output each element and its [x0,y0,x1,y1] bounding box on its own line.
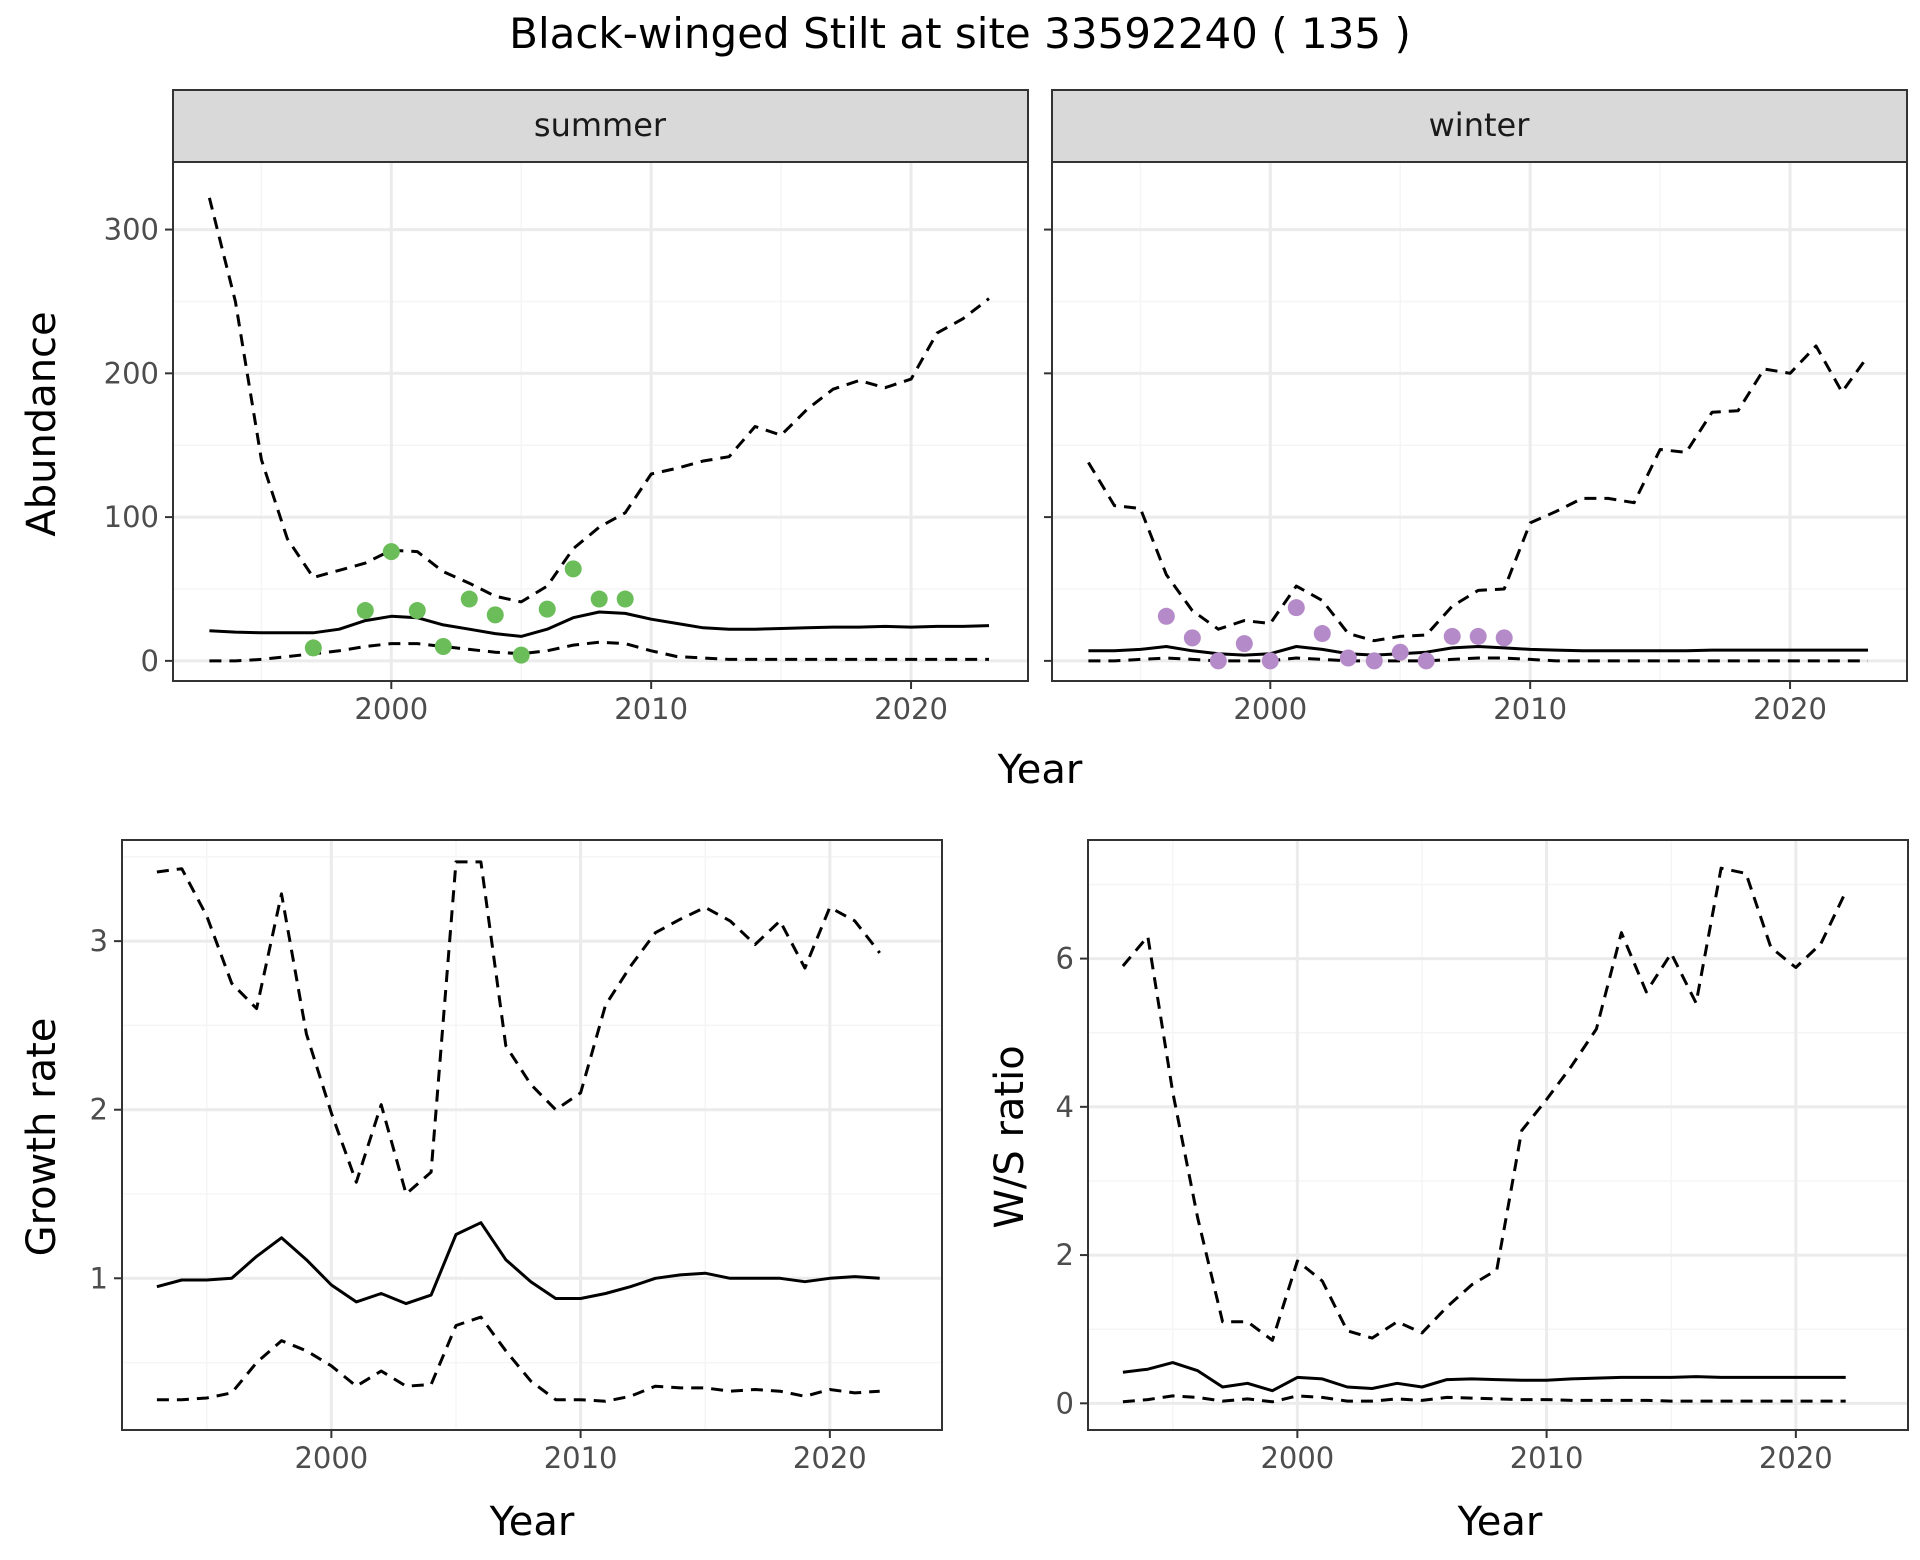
top-x-axis-title: Year [997,747,1083,793]
summer-observed-point [408,602,426,620]
growth-panel: Year Growth rate 2000 2010 2020 1 2 3 [19,839,943,1545]
winter-observed-point [1261,652,1279,670]
growth-x-tick-label: 2010 [544,1441,618,1475]
summer-observed-point [512,646,530,664]
top-y-axis-title: Abundance [19,311,65,536]
summer-observed-point [486,606,504,624]
growth-plot-area: 2000 2010 2020 1 2 3 [90,839,943,1475]
summer-x-tick-label: 2010 [614,692,688,726]
summer-y-tick-label: 300 [104,213,159,247]
summer-observed-point [564,560,582,578]
growth-lower-line [156,1315,880,1403]
ratio-x-tick-label: 2000 [1260,1441,1334,1475]
winter-observed-point [1365,652,1383,670]
summer-upper-line [207,197,990,604]
summer-panel: summer 2000 2010 2020 0 100 200 300 [104,89,1029,726]
ratio-x-tick-label: 2010 [1510,1441,1584,1475]
ratio-lower-line [1122,1394,1846,1404]
ratio-y-tick-label: 0 [1056,1386,1074,1420]
winter-observed-point [1183,629,1201,647]
winter-observed-point [1287,599,1305,617]
winter-observed-point [1495,629,1513,647]
figure-title: Black-winged Stilt at site 33592240 ( 13… [509,9,1411,58]
summer-panel-border [172,161,1029,682]
winter-panel-border [1051,161,1908,682]
summer-estimate-line [209,610,990,638]
summer-observed-point [304,639,322,657]
summer-lower-line [209,640,989,663]
growth-x-tick-label: 2000 [294,1441,368,1475]
growth-estimate-line [156,1221,880,1306]
ratio-estimate-line [1122,1361,1846,1393]
growth-y-tick-label: 1 [90,1261,108,1295]
summer-observed-point [616,590,634,608]
ratio-plot-background [1088,840,1908,1430]
winter-observed-point [1339,649,1357,667]
ratio-x-axis-title: Year [1457,1499,1543,1545]
growth-upper-line [156,860,881,1196]
winter-observed-point [1235,635,1253,653]
summer-observed-point [434,637,452,655]
ratio-panel: Year W/S ratio 2000 2010 2020 0 2 4 6 [987,839,1909,1545]
ratio-panel-border [1087,839,1909,1431]
winter-observed-point [1391,643,1409,661]
summer-observed-point [590,590,608,608]
winter-strip-label: winter [1429,106,1531,144]
winter-observed-point [1157,607,1175,625]
winter-observed-point [1417,652,1435,670]
summer-observed-point [382,543,400,561]
summer-observed-point [460,590,478,608]
winter-observed-point [1469,627,1487,645]
winter-plot-area: 2000 2010 2020 [1044,161,1908,726]
growth-x-tick-label: 2020 [793,1441,867,1475]
winter-plot-background [1052,162,1907,681]
summer-observed-point [356,602,374,620]
winter-x-tick-label: 2020 [1753,692,1827,726]
winter-observed-point [1443,627,1461,645]
summer-strip [172,89,1029,163]
ratio-y-tick-label: 4 [1056,1090,1074,1124]
growth-y-tick-label: 2 [90,1093,108,1127]
summer-y-tick-label: 0 [141,644,159,678]
ratio-y-tick-label: 6 [1056,942,1074,976]
winter-observed-point [1209,652,1227,670]
summer-x-tick-label: 2020 [874,692,948,726]
growth-panel-border [121,839,943,1431]
growth-y-tick-label: 3 [90,924,108,958]
summer-plot-area: 2000 2010 2020 0 100 200 300 [104,161,1029,726]
summer-x-tick-label: 2000 [354,692,428,726]
ratio-y-axis-title: W/S ratio [987,1045,1033,1228]
winter-panel: winter 2000 2010 2020 [1044,89,1908,726]
growth-x-axis-title: Year [489,1499,575,1545]
winter-x-tick-label: 2000 [1233,692,1307,726]
ratio-y-tick-label: 2 [1056,1238,1074,1272]
growth-y-axis-title: Growth rate [19,1018,65,1257]
winter-upper-line [1087,344,1870,643]
ratio-plot-area: 2000 2010 2020 0 2 4 6 [1056,839,1909,1475]
summer-observed-point [538,600,556,618]
winter-observed-point [1313,625,1331,643]
growth-plot-background [122,840,942,1430]
summer-y-tick-label: 200 [104,356,159,390]
ratio-upper-line [1121,866,1848,1342]
winter-strip [1051,89,1908,163]
ratio-x-tick-label: 2020 [1759,1441,1833,1475]
summer-strip-label: summer [534,106,667,144]
summer-y-tick-label: 100 [104,500,159,534]
winter-x-tick-label: 2010 [1493,692,1567,726]
